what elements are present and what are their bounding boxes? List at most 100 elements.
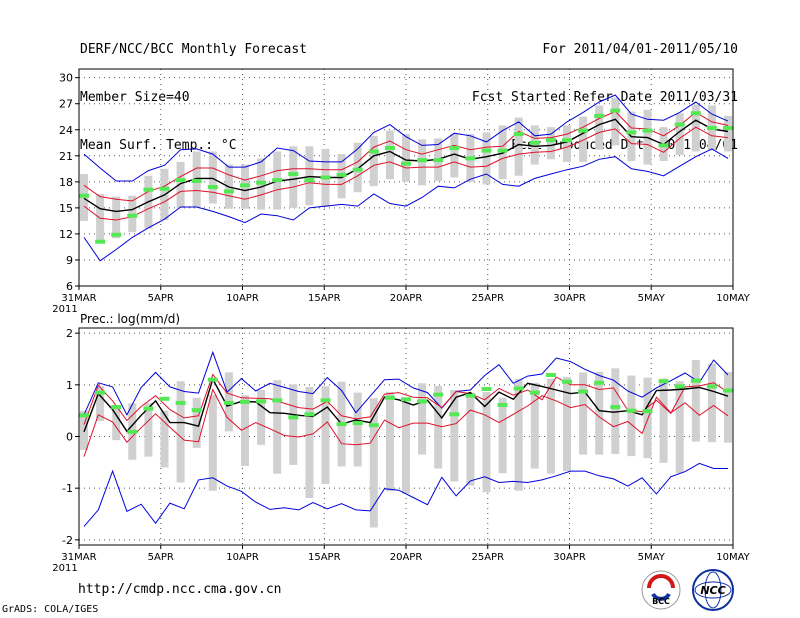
y-tick-label: 30 bbox=[59, 72, 73, 85]
x-tick-label: 10MAY bbox=[716, 552, 750, 563]
series-line-min bbox=[83, 462, 728, 527]
observation-marker bbox=[690, 378, 701, 383]
observation-marker bbox=[723, 126, 733, 131]
observation-marker bbox=[95, 239, 106, 244]
observation-marker bbox=[352, 167, 363, 172]
observation-marker bbox=[127, 429, 138, 434]
observation-marker bbox=[610, 108, 621, 113]
observation-marker bbox=[384, 145, 395, 150]
observation-marker bbox=[240, 183, 250, 188]
forecast-title: DERF/NCC/BCC Monthly Forecast bbox=[80, 42, 307, 57]
observation-marker bbox=[626, 408, 637, 413]
ensemble-box bbox=[514, 379, 523, 491]
ensemble-box bbox=[595, 105, 604, 150]
observation-marker bbox=[401, 161, 411, 166]
ensemble-box bbox=[176, 381, 185, 483]
series-line-max bbox=[83, 350, 729, 416]
grads-credit: GrADS: COLA/IGES bbox=[2, 604, 99, 615]
y-tick-label: -1 bbox=[62, 482, 73, 495]
x-tick-label: 15APR bbox=[308, 552, 341, 563]
observation-marker bbox=[497, 402, 508, 407]
observation-marker bbox=[529, 390, 540, 395]
x-tick-label: 20APR bbox=[390, 293, 423, 304]
observation-marker bbox=[610, 405, 621, 410]
ensemble-box bbox=[257, 390, 266, 445]
observation-marker bbox=[159, 186, 170, 191]
observation-marker bbox=[175, 400, 186, 405]
y-tick-label: 24 bbox=[59, 124, 73, 137]
y-tick-label: 9 bbox=[66, 254, 73, 267]
x-tick-label: 25APR bbox=[471, 552, 504, 563]
ensemble-box bbox=[675, 381, 684, 474]
series-line-lower bbox=[83, 126, 729, 221]
ensemble-box bbox=[369, 398, 378, 528]
observation-marker bbox=[578, 389, 589, 394]
observation-marker bbox=[304, 178, 315, 183]
ensemble-box bbox=[691, 104, 700, 152]
source-url[interactable]: http://cmdp.ncc.cma.gov.cn bbox=[78, 582, 282, 597]
ensemble-box bbox=[691, 360, 700, 442]
ensemble-box bbox=[418, 383, 427, 455]
temperature-chart: 6 9 12 15 18 21 24 27 30 31MAR 5APR 10APR 15APR 20APR… bbox=[52, 68, 751, 315]
x-tick-label: 20APR bbox=[390, 552, 423, 563]
observation-marker bbox=[594, 380, 605, 385]
ensemble-box bbox=[112, 196, 121, 239]
ensemble-box bbox=[563, 377, 571, 472]
ensemble-box bbox=[530, 125, 539, 165]
observation-marker bbox=[127, 213, 138, 218]
x-tick-label: 10APR bbox=[226, 552, 259, 563]
observation-marker bbox=[384, 395, 395, 400]
ncc-logo: NCC bbox=[692, 569, 734, 611]
ensemble-box bbox=[611, 368, 620, 455]
ensemble-box bbox=[546, 127, 555, 160]
ensemble-box bbox=[305, 146, 314, 206]
ensemble-box bbox=[353, 142, 362, 193]
x-tick-label: 31MAR bbox=[61, 293, 96, 304]
observation-marker bbox=[642, 409, 653, 414]
observation-marker bbox=[191, 408, 202, 413]
x-tick-label: 5MAY bbox=[638, 293, 666, 304]
ensemble-box bbox=[498, 397, 507, 474]
ensemble-box bbox=[514, 117, 523, 176]
ensemble-box bbox=[96, 386, 105, 421]
ensemble-box bbox=[353, 392, 362, 467]
series-line-min bbox=[83, 148, 729, 262]
prec-title: Prec.: log(mm/d) bbox=[80, 312, 180, 326]
member-size: Member Size=40 bbox=[80, 90, 190, 105]
ensemble-box bbox=[724, 115, 732, 152]
series-line-max bbox=[83, 94, 729, 182]
y-tick-label: 27 bbox=[59, 98, 73, 111]
observation-marker bbox=[256, 180, 267, 185]
ensemble-box bbox=[563, 125, 571, 162]
x-tick-label: 25APR bbox=[471, 293, 504, 304]
observation-marker bbox=[562, 138, 572, 143]
ensemble-box bbox=[321, 386, 330, 485]
observation-marker bbox=[272, 398, 283, 403]
observation-marker bbox=[545, 138, 556, 143]
x-year-label: 2011 bbox=[52, 304, 77, 315]
observation-marker bbox=[465, 156, 476, 161]
ensemble-box bbox=[546, 378, 555, 474]
series-line-mean bbox=[83, 118, 729, 213]
observation-marker bbox=[417, 158, 428, 163]
ensemble-box bbox=[659, 378, 668, 463]
ensemble-box bbox=[707, 363, 716, 443]
observation-marker bbox=[578, 128, 589, 133]
x-tick-label: 30APR bbox=[553, 552, 586, 563]
observation-marker bbox=[529, 140, 540, 145]
x-tick-label: 5APR bbox=[148, 552, 174, 563]
x-tick-label: 15APR bbox=[308, 293, 341, 304]
observation-marker bbox=[449, 412, 460, 417]
observation-marker bbox=[481, 148, 492, 153]
ensemble-box bbox=[305, 386, 314, 498]
ensemble-box bbox=[273, 380, 282, 474]
ensemble-box bbox=[160, 410, 169, 468]
series-line-upper bbox=[83, 110, 729, 202]
observation-marker bbox=[320, 175, 331, 180]
x-tick-label: 5APR bbox=[148, 293, 174, 304]
observation-marker bbox=[352, 421, 363, 426]
ncc-logo-text: NCC bbox=[700, 584, 725, 597]
x-tick-label: 5MAY bbox=[638, 552, 666, 563]
observation-marker bbox=[368, 423, 379, 428]
y-tick-label: -2 bbox=[62, 534, 73, 547]
